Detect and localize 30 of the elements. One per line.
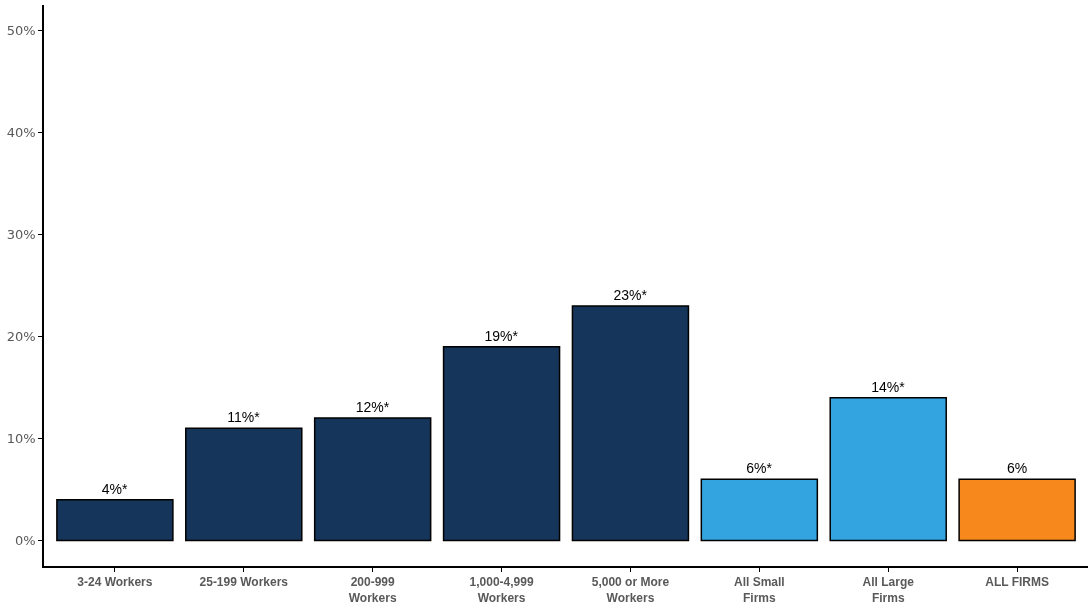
x-tick-label: All Small Firms <box>733 575 785 605</box>
x-tick-label: All Large Firms <box>862 575 915 605</box>
bar <box>829 396 947 542</box>
bar <box>958 478 1076 542</box>
y-tick-label: 40% <box>6 125 36 141</box>
y-tick-label: 10% <box>6 431 36 447</box>
data-label: 23%* <box>613 286 648 303</box>
data-label: 11%* <box>227 409 261 426</box>
data-label: 14%* <box>871 378 906 395</box>
bar <box>56 498 174 542</box>
x-tick-label: 5,000 or More Workers <box>591 575 670 605</box>
bar <box>442 345 561 542</box>
x-tick-label: 25-199 Workers <box>199 575 289 590</box>
data-label: 12%* <box>355 399 390 416</box>
x-tick-label: ALL FIRMS <box>985 575 1049 590</box>
bar <box>185 427 303 542</box>
y-tick-label: 20% <box>6 329 36 345</box>
bar <box>571 305 690 542</box>
data-label: 4%* <box>101 480 129 497</box>
x-tick-label: 3-24 Workers <box>77 575 153 590</box>
y-tick-label: 30% <box>6 227 36 243</box>
x-tick-label: 1,000-4,999 Workers <box>469 575 534 605</box>
y-tick-label: 50% <box>6 23 36 39</box>
bar <box>700 478 819 542</box>
y-tick-label: 0% <box>15 533 36 549</box>
data-label: 19%* <box>484 327 519 344</box>
x-tick-label: 200-999 Workers <box>348 575 397 605</box>
data-label: 6% <box>1006 460 1028 477</box>
data-label: 6%* <box>746 460 773 477</box>
bar <box>313 417 432 542</box>
